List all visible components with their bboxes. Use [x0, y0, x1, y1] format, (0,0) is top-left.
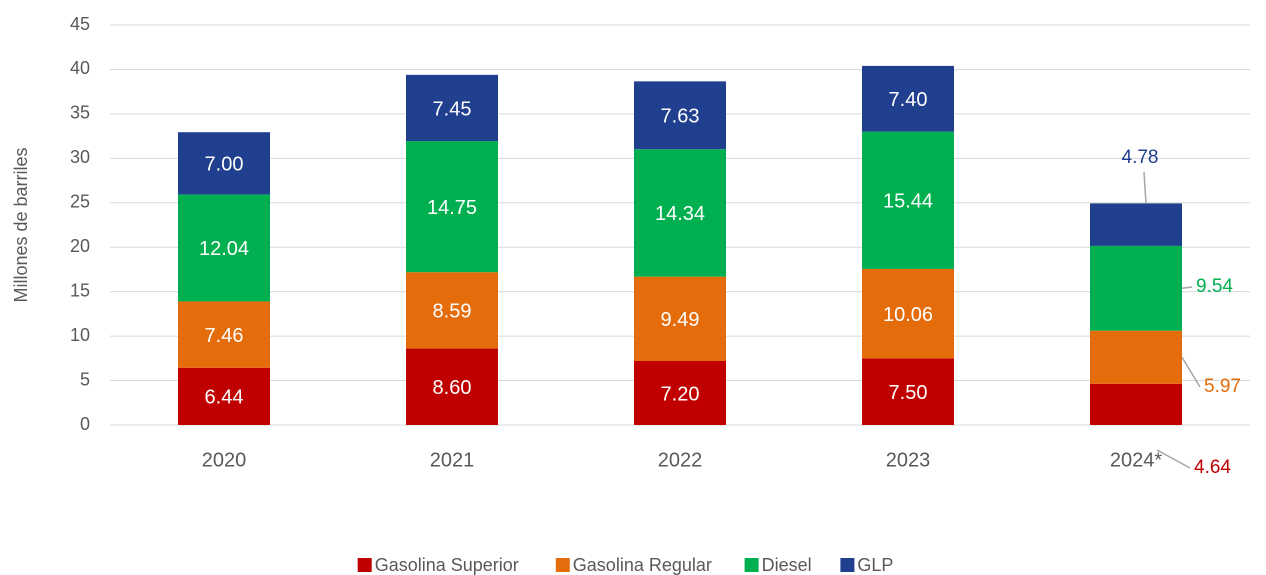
- data-label: 9.54: [1196, 276, 1233, 297]
- x-tick-label: 2021: [430, 449, 475, 471]
- bar-segment: [406, 272, 498, 349]
- legend-swatch: [744, 558, 759, 572]
- bar-segment: [634, 149, 726, 277]
- bar-segment: [406, 74, 498, 142]
- bar-segment: [1090, 203, 1182, 246]
- bar-segment: [862, 131, 954, 269]
- y-tick-label: 10: [70, 325, 90, 345]
- y-tick-label: 45: [70, 14, 90, 34]
- bar-segment: [862, 358, 954, 425]
- data-label: 7.46: [205, 325, 244, 347]
- data-label: 7.20: [661, 383, 700, 405]
- bar-segment: [178, 301, 270, 368]
- x-tick-label: 2020: [202, 449, 247, 471]
- leader-line: [1181, 356, 1201, 388]
- y-tick-label: 35: [70, 103, 90, 123]
- bar-segment: [862, 65, 954, 132]
- y-axis-title: Millones de barriles: [11, 147, 31, 302]
- data-label: 15.44: [883, 191, 933, 213]
- data-label: 14.34: [655, 203, 705, 225]
- data-label: 4.64: [1194, 457, 1231, 478]
- bar-segment: [634, 361, 726, 425]
- data-label: 9.49: [661, 309, 700, 331]
- bar-segment: [178, 194, 270, 302]
- bar-segment: [406, 141, 498, 273]
- data-label: 8.60: [433, 377, 472, 399]
- bar-segment: [1090, 330, 1182, 384]
- bar-segment: [406, 348, 498, 425]
- bar-segment: [178, 132, 270, 195]
- legend-label: Diesel: [762, 555, 812, 575]
- leader-line: [1143, 171, 1147, 204]
- data-label: 7.63: [661, 106, 700, 128]
- data-label: 4.78: [1122, 147, 1159, 168]
- legend-label: GLP: [857, 555, 893, 575]
- y-tick-label: 0: [80, 414, 90, 434]
- x-tick-label: 2024*: [1110, 449, 1162, 471]
- bar-segment: [1090, 383, 1182, 425]
- y-tick-label: 30: [70, 147, 90, 167]
- data-label: 5.97: [1204, 376, 1241, 397]
- leader-line: [1181, 286, 1193, 290]
- bar-segment: [1090, 245, 1182, 331]
- bar-segment: [634, 276, 726, 361]
- data-label: 7.40: [889, 89, 928, 111]
- legend-label: Gasolina Superior: [375, 555, 519, 575]
- data-label: 7.45: [433, 98, 472, 120]
- x-tick-label: 2022: [658, 449, 703, 471]
- bar-segment: [862, 268, 954, 359]
- y-tick-label: 25: [70, 192, 90, 212]
- y-tick-label: 40: [70, 58, 90, 78]
- x-tick-label: 2023: [886, 449, 931, 471]
- leader-line: [1156, 449, 1191, 469]
- bar-segment: [634, 81, 726, 150]
- data-label: 14.75: [427, 197, 477, 219]
- y-tick-label: 15: [70, 280, 90, 300]
- y-tick-label: 5: [80, 369, 90, 389]
- data-label: 8.59: [433, 301, 472, 323]
- data-label: 12.04: [199, 238, 249, 260]
- data-label: 7.50: [889, 382, 928, 404]
- legend-swatch: [840, 558, 855, 572]
- legend-label: Gasolina Regular: [573, 555, 712, 575]
- data-label: 10.06: [883, 304, 933, 326]
- data-label: 7.00: [205, 154, 244, 176]
- y-tick-label: 20: [70, 236, 90, 256]
- data-label: 6.44: [205, 387, 244, 409]
- bar-segment: [178, 367, 270, 425]
- legend-swatch: [357, 558, 372, 572]
- legend-swatch: [555, 558, 570, 572]
